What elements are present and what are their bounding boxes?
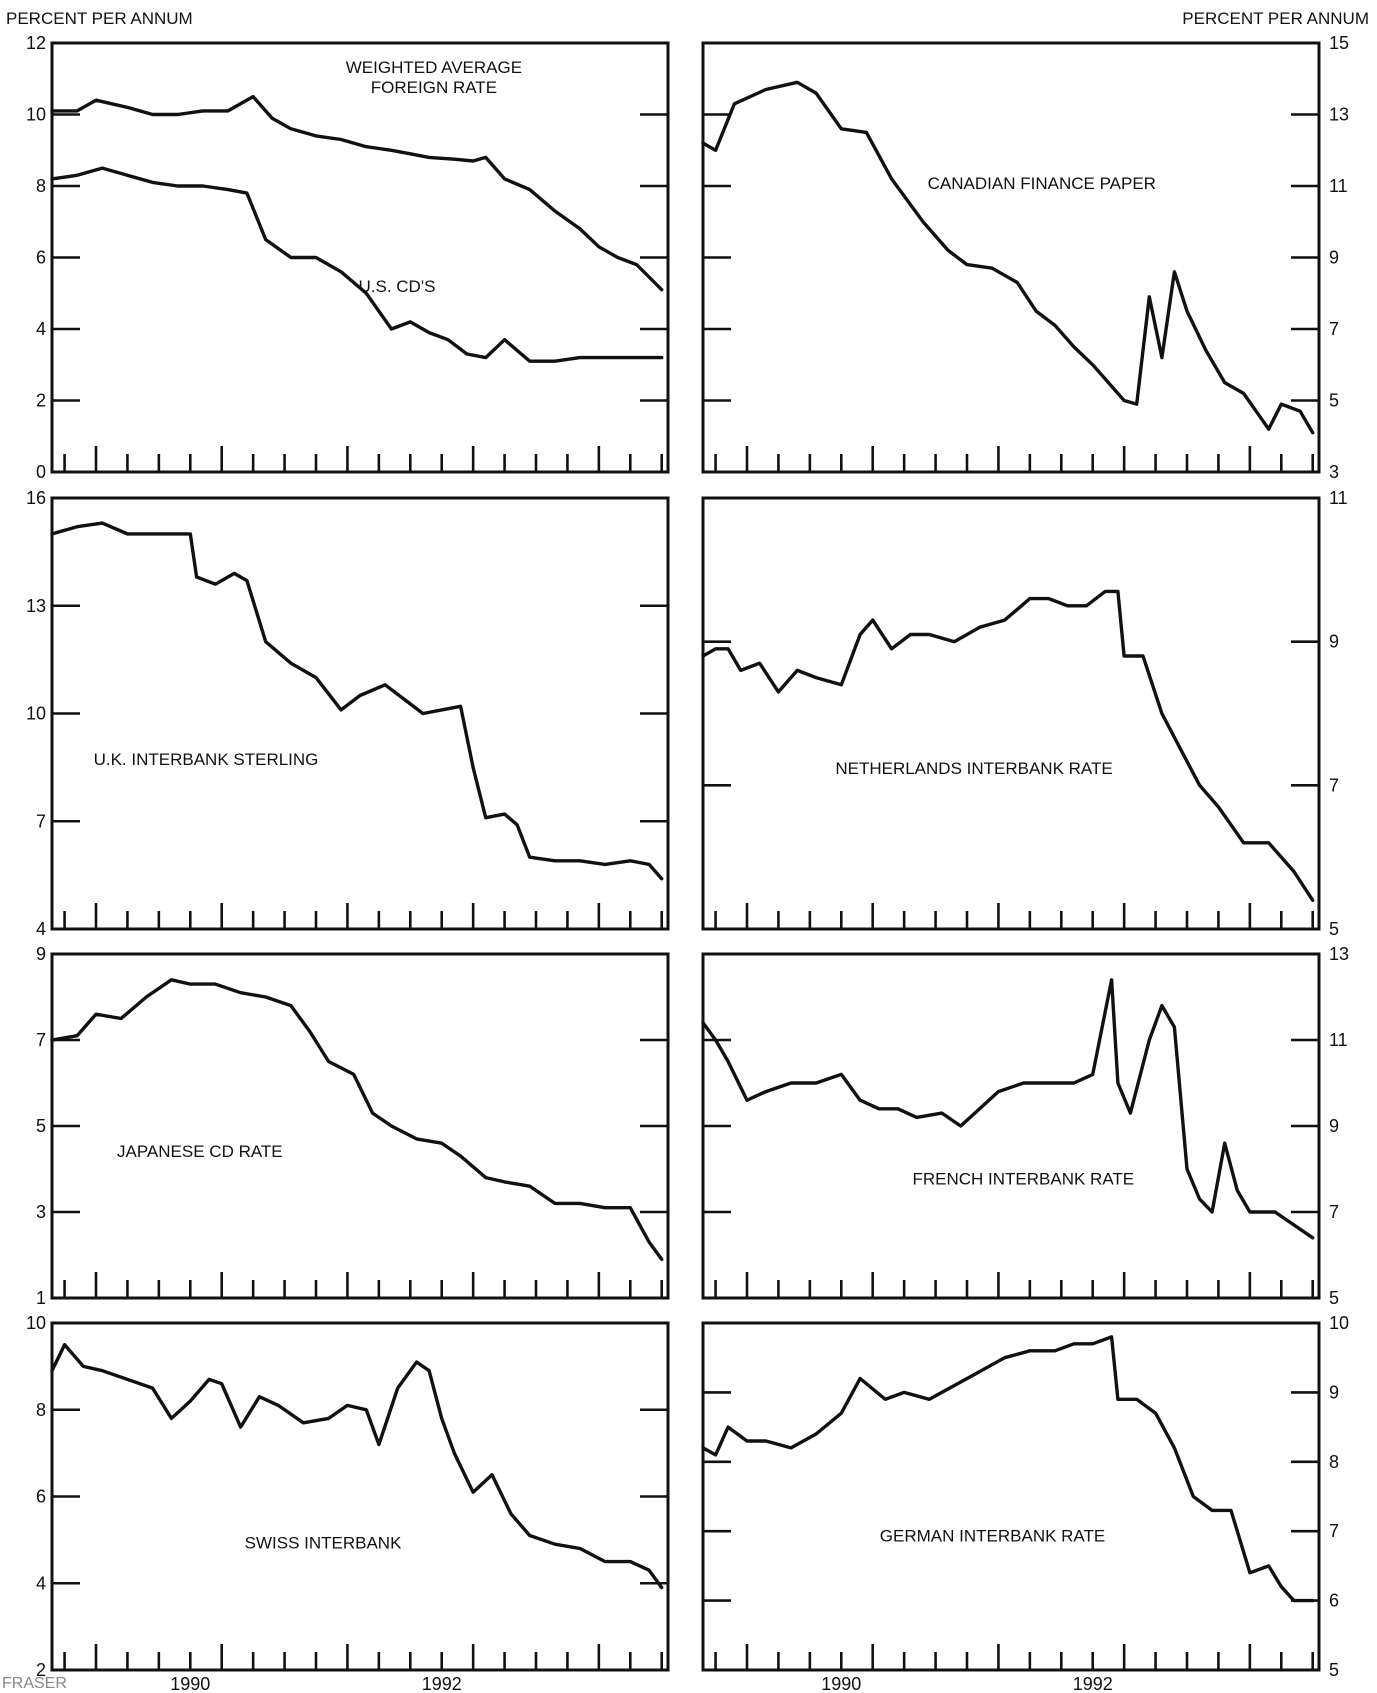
x-tick-label: 1990 [170,1674,210,1693]
series-line-french-interbank-rate [701,978,1315,1240]
y-tick-label: 13 [1329,105,1349,125]
y-tick-label: 16 [26,488,46,508]
panel-label: U.K. INTERBANK STERLING [94,750,319,769]
panel-label: GERMAN INTERBANK RATE [880,1527,1105,1546]
left-unit-label: PERCENT PER ANNUM [6,9,193,28]
y-tick-label: 10 [1329,1313,1349,1333]
y-tick-label: 2 [36,1660,46,1680]
panel-frame [50,41,670,474]
series-line-japanese-cd-rate [50,978,664,1261]
y-tick-label: 5 [36,1116,46,1136]
y-tick-label: 4 [36,919,46,939]
y-tick-label: 0 [36,462,46,482]
panel-frame [701,41,1321,474]
y-tick-label: 1 [36,1288,46,1308]
panel-frame [50,496,670,931]
y-tick-label: 10 [26,105,46,125]
y-tick-label: 12 [26,33,46,53]
panel-label: SWISS INTERBANK [245,1534,402,1553]
y-tick-label: 13 [26,596,46,616]
y-tick-label: 8 [36,176,46,196]
panel-frame [701,496,1321,931]
y-tick-label: 11 [1329,488,1348,508]
y-tick-label: 8 [36,1400,46,1420]
panel-swiss-interbank: 2 4 6 8 10 1990 1992 SWISS INTERBANK [26,1313,670,1693]
series-line-u-s-cd-s [50,166,664,363]
y-tick-label: 9 [1329,248,1339,268]
fraser-watermark: FRASER [2,1675,67,1692]
y-tick-label: 8 [1329,1452,1339,1472]
panel-frame [701,1321,1321,1672]
series-line-german-interbank-rate [701,1335,1315,1603]
panel-label: WEIGHTED AVERAGE [346,58,522,77]
y-tick-label: 3 [36,1202,46,1222]
series-line-netherlands-interbank-rate [701,589,1315,902]
y-tick-label: 7 [1329,1521,1339,1541]
y-tick-label: 11 [1329,1030,1348,1050]
y-tick-label: 10 [26,704,46,724]
y-tick-label: 5 [1329,1288,1339,1308]
y-tick-label: 11 [1329,176,1348,196]
panel-label: FRENCH INTERBANK RATE [912,1169,1134,1188]
y-tick-label: 7 [36,1030,46,1050]
panel-label: NETHERLANDS INTERBANK RATE [835,759,1112,778]
y-tick-label: 2 [36,391,46,411]
panel-frame [50,952,670,1300]
panel-french-interbank-rate: 5 7 9 11 13 FRENCH INTERBANK RATE [701,944,1349,1308]
y-tick-label: 7 [1329,319,1339,339]
panel-label: JAPANESE CD RATE [117,1142,283,1161]
series-line-swiss-interbank [50,1343,664,1590]
right-unit-label: PERCENT PER ANNUM [1182,9,1369,28]
y-tick-label: 15 [1329,33,1349,53]
series-line-canadian-finance-paper [701,80,1315,435]
panel-netherlands-interbank-rate: 5 7 9 11 NETHERLANDS INTERBANK RATE [701,488,1348,939]
y-tick-label: 4 [36,1573,46,1593]
y-tick-label: 7 [36,811,46,831]
panel-japanese-cd-rate: 1 3 5 7 9 JAPANESE CD RATE [36,944,670,1308]
y-tick-label: 7 [1329,1202,1339,1222]
y-tick-label: 5 [1329,1660,1339,1680]
y-tick-label: 13 [1329,944,1349,964]
panel-u-k-interbank-sterling: 4 7 10 13 16 U.K. INTERBANK STERLING [26,488,670,939]
y-tick-label: 7 [1329,775,1339,795]
panel-german-interbank-rate: 5 6 7 8 9 10 1990 1992 GERMAN INTERBANK RATE [701,1313,1349,1693]
y-tick-label: 3 [1329,462,1339,482]
y-tick-label: 6 [36,1487,46,1507]
panel-canadian-finance-paper: 3 5 7 9 11 13 15 CANADIAN FINANCE PAPER [701,33,1349,482]
panel-frame [50,1321,670,1672]
panel-label: CANADIAN FINANCE PAPER [928,174,1156,193]
y-tick-label: 9 [1329,632,1339,652]
panel-label: FOREIGN RATE [371,78,497,97]
series-line-weighted-average-foreign-rate [50,94,664,292]
y-tick-label: 9 [1329,1382,1339,1402]
y-tick-label: 6 [1329,1591,1339,1611]
series-label-u-s-cd-s: U.S. CD'S [358,277,435,296]
y-tick-label: 9 [1329,1116,1339,1136]
y-tick-label: 5 [1329,919,1339,939]
y-tick-label: 6 [36,248,46,268]
y-tick-label: 10 [26,1313,46,1333]
series-line-u-k-interbank-sterling [50,521,664,881]
x-tick-label: 1992 [1073,1674,1113,1693]
y-tick-label: 5 [1329,391,1339,411]
panel-frame [701,952,1321,1300]
x-tick-label: 1990 [821,1674,861,1693]
y-tick-label: 4 [36,319,46,339]
y-tick-label: 9 [36,944,46,964]
x-tick-label: 1992 [422,1674,462,1693]
